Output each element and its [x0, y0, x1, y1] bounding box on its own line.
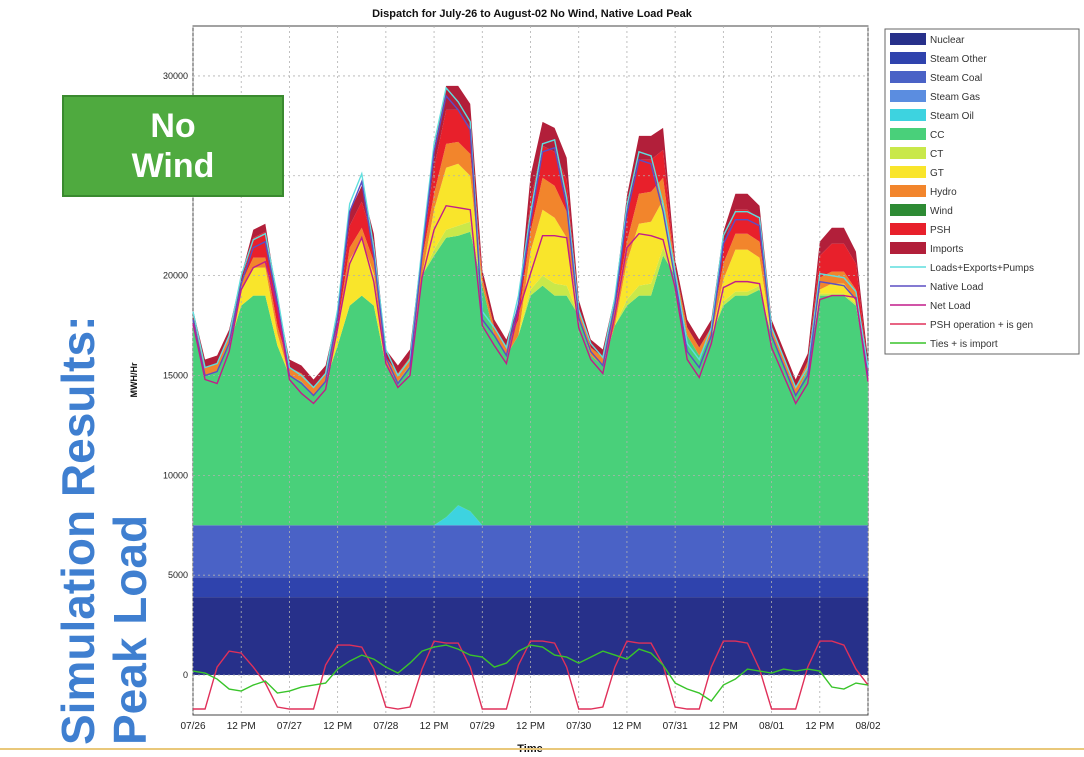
- legend-label: Loads+Exports+Pumps: [930, 263, 1034, 274]
- series-line-loads-exports-pumps: [192, 86, 869, 390]
- x-tick-label: 07/26: [180, 721, 205, 732]
- x-tick-label: 08/02: [855, 721, 880, 732]
- legend-item-nuclear: Nuclear: [890, 33, 965, 46]
- series-line-native-load: [192, 94, 869, 398]
- x-tick-label: 07/29: [470, 721, 495, 732]
- legend-item-gt: GT: [890, 166, 944, 179]
- legend-label: Native Load: [930, 282, 983, 293]
- legend-item-hydro: Hydro: [890, 185, 957, 198]
- chart-legend: Nuclear Steam Other Steam Coal Steam Gas Ste…: [884, 28, 1080, 355]
- x-tick-label: 12 PM: [709, 721, 738, 732]
- series-line-net-load: [192, 204, 869, 405]
- series-area-cc: [193, 231, 868, 526]
- bottom-divider: [0, 748, 1084, 750]
- x-tick-label: 12 PM: [420, 721, 449, 732]
- legend-label: GT: [930, 168, 944, 179]
- legend-label: Wind: [930, 206, 953, 217]
- x-tick-labels: 07/26 12 PM 07/27 12 PM 07/28 12 PM 07/29 12 PM…: [180, 721, 880, 732]
- y-tick-label: 20000: [163, 271, 188, 281]
- legend-swatch: [890, 90, 926, 102]
- x-tick-label: 07/28: [373, 721, 398, 732]
- legend-item-steam-oil: Steam Oil: [890, 109, 974, 122]
- y-tick-label: 30000: [163, 71, 188, 81]
- legend-label: CC: [930, 130, 944, 141]
- legend-swatch: [890, 166, 926, 178]
- legend-item-net-load: Net Load: [890, 301, 971, 312]
- legend-swatch: [890, 204, 926, 216]
- x-tick-label: 12 PM: [612, 721, 641, 732]
- series-area-gt: [193, 163, 868, 396]
- legend-label: CT: [930, 149, 943, 160]
- legend-item-native-load: Native Load: [890, 282, 983, 293]
- legend-swatch: [890, 242, 926, 254]
- legend-item-wind: Wind: [890, 204, 953, 217]
- y-tick-label: 10000: [163, 470, 188, 480]
- x-tick-label: 07/27: [277, 721, 302, 732]
- legend-item-ties-is-import: Ties + is import: [890, 339, 998, 350]
- legend-label: Steam Other: [930, 54, 987, 65]
- no-wind-badge: No Wind: [62, 95, 284, 197]
- legend-label: Imports: [930, 244, 963, 255]
- legend-label: Steam Coal: [930, 73, 982, 84]
- legend-label: Net Load: [930, 301, 971, 312]
- legend-item-psh: PSH: [890, 223, 951, 236]
- x-tick-label: 12 PM: [805, 721, 834, 732]
- x-tick-label: 08/01: [759, 721, 784, 732]
- x-tick-label: 12 PM: [323, 721, 352, 732]
- legend-item-steam-other: Steam Other: [890, 52, 987, 65]
- legend-label: Ties + is import: [930, 339, 998, 350]
- legend-item-loads-exports-pumps: Loads+Exports+Pumps: [890, 263, 1034, 274]
- legend-swatch: [890, 52, 926, 64]
- y-tick-label: 0: [183, 670, 188, 680]
- series-line-ties-is-import: [192, 644, 869, 702]
- legend-swatch: [890, 185, 926, 197]
- y-tick-label: 5000: [168, 570, 188, 580]
- x-tick-label: 12 PM: [227, 721, 256, 732]
- chart-title: Dispatch for July-26 to August-02 No Win…: [372, 8, 693, 20]
- legend-swatch: [890, 223, 926, 235]
- legend-item-imports: Imports: [890, 242, 963, 255]
- legend-swatch: [890, 128, 926, 140]
- legend-label: PSH: [930, 225, 951, 236]
- legend-label: Hydro: [930, 187, 957, 198]
- legend-item-cc: CC: [890, 128, 944, 141]
- y-axis-label: MWH/Hr: [129, 362, 139, 397]
- series-line-psh-operation-is-gen: [193, 640, 869, 710]
- legend-item-ct: CT: [890, 147, 943, 160]
- badge-line-2: Wind: [131, 147, 215, 185]
- legend-item-steam-gas: Steam Gas: [890, 90, 980, 103]
- legend-item-steam-coal: Steam Coal: [890, 71, 982, 84]
- x-tick-label: 12 PM: [516, 721, 545, 732]
- x-tick-label: 07/30: [566, 721, 591, 732]
- y-tick-label: 15000: [163, 370, 188, 380]
- legend-label: Steam Oil: [930, 111, 974, 122]
- legend-label: Nuclear: [930, 35, 965, 46]
- legend-label: PSH operation + is gen: [930, 320, 1033, 331]
- legend-swatch: [890, 109, 926, 121]
- badge-line-1: No: [150, 107, 196, 145]
- x-tick-label: 07/31: [663, 721, 688, 732]
- legend-item-psh-operation-is-gen: PSH operation + is gen: [890, 320, 1033, 331]
- legend-swatch: [890, 71, 926, 83]
- legend-swatch: [890, 33, 926, 45]
- legend-label: Steam Gas: [930, 92, 980, 103]
- legend-swatch: [890, 147, 926, 159]
